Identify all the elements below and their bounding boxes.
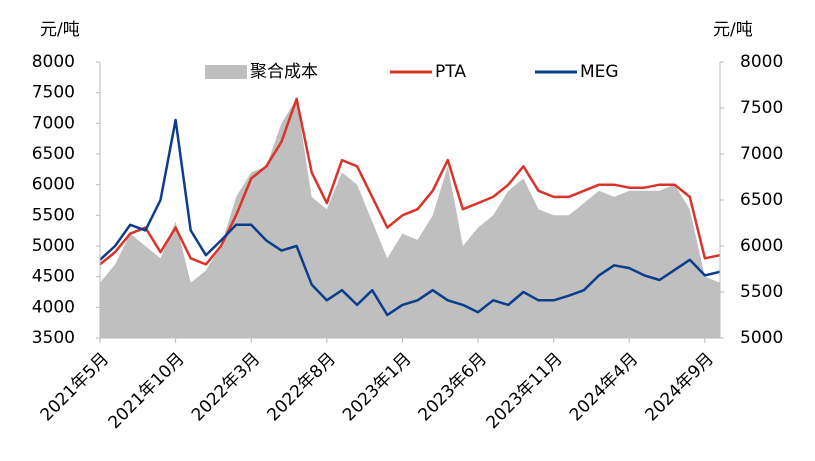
y-tick-label: 6000	[32, 175, 75, 195]
legend-swatch	[205, 65, 247, 79]
y-tick-label: 5500	[32, 205, 75, 225]
y2-axis-label: 元/吨	[713, 20, 753, 40]
series-line	[99, 97, 721, 266]
x-tick-label: 2022年3月	[188, 349, 264, 425]
y-tick-label: 6500	[32, 144, 75, 164]
y-tick-label: 4000	[32, 297, 75, 317]
x-tick-label: 2021年10月	[105, 349, 189, 433]
y-axis-label: 元/吨	[40, 20, 80, 40]
y2-tick-label: 8000	[740, 52, 783, 72]
legend-label: MEG	[580, 62, 619, 82]
legend-label: 聚合成本	[250, 62, 318, 82]
x-tick-label: 2023年6月	[415, 349, 491, 425]
x-tick-label: 2024年4月	[566, 349, 642, 425]
y2-tick-label: 7000	[740, 144, 783, 164]
cost-area	[100, 98, 720, 338]
y-tick-label: 4500	[32, 267, 75, 287]
x-tick-label: 2023年11月	[483, 349, 567, 433]
y2-tick-label: 5000	[740, 328, 783, 348]
y2-tick-label: 5500	[740, 282, 783, 302]
y2-tick-label: 6500	[740, 190, 783, 210]
y-tick-label: 7000	[32, 113, 75, 133]
y-tick-label: 8000	[32, 52, 75, 72]
y-tick-label: 7500	[32, 83, 75, 103]
legend-label: PTA	[435, 62, 466, 82]
y-tick-label: 5000	[32, 236, 75, 256]
x-tick-label: 2024年9月	[642, 349, 718, 425]
y-tick-label: 3500	[32, 328, 75, 348]
x-tick-label: 2021年5月	[37, 349, 113, 425]
x-tick-label: 2023年1月	[339, 349, 415, 425]
x-tick-label: 2022年8月	[263, 349, 339, 425]
series-line	[99, 118, 721, 317]
y2-tick-label: 7500	[740, 98, 783, 118]
y2-tick-label: 6000	[740, 236, 783, 256]
